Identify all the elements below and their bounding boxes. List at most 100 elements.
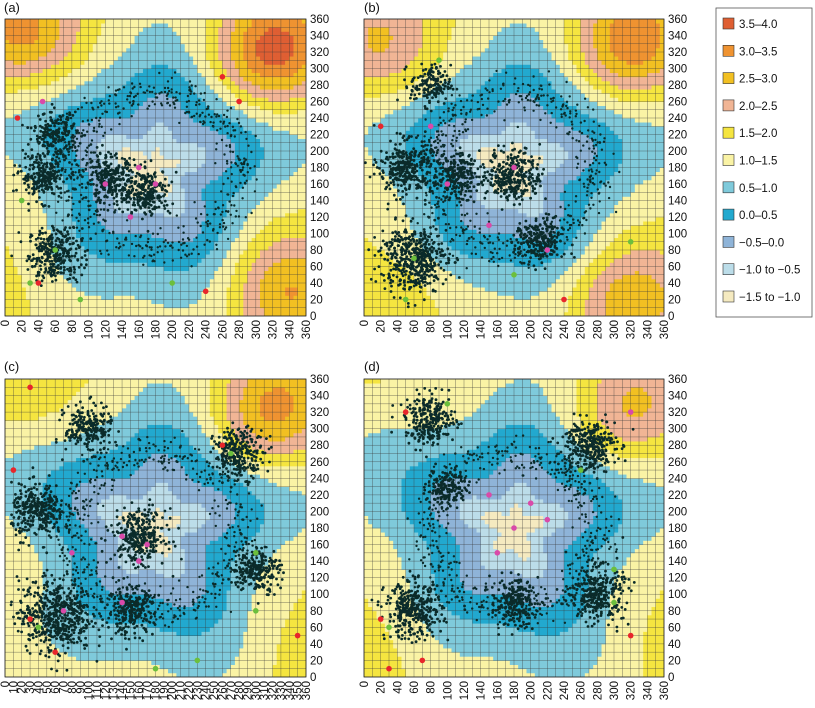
contour-cell (88, 68, 94, 74)
contour-cell (264, 233, 269, 239)
contour-cell (280, 196, 286, 201)
contour-cell (176, 212, 181, 218)
contour-cell (96, 204, 102, 210)
contour-cell (264, 274, 269, 280)
contour-cell (168, 47, 173, 53)
contour-cell (280, 19, 286, 24)
contour-cell (155, 31, 161, 36)
contour-cell (76, 56, 81, 61)
contour-cell (234, 204, 240, 210)
contour-cell (251, 171, 257, 177)
contour-cell (285, 208, 290, 214)
contour-cell (230, 23, 236, 28)
contour-cell (42, 221, 48, 226)
contour-cell (155, 188, 161, 193)
contour-cell (218, 291, 223, 296)
contour-cell (92, 221, 98, 226)
contour-cell (105, 101, 110, 107)
contour-cell (239, 196, 244, 201)
contour-cell (268, 52, 273, 57)
contour-cell (9, 118, 14, 123)
contour-cell (159, 72, 165, 78)
contour-cell (25, 295, 31, 300)
contour-cell (151, 134, 156, 140)
contour-cell (50, 307, 56, 313)
contour-cell (84, 303, 90, 309)
contour-cell (285, 196, 290, 201)
contour-cell (134, 60, 140, 65)
contour-cell (176, 311, 181, 316)
contour-cell (109, 307, 115, 313)
contour-cell (176, 122, 181, 127)
contour-cell (168, 208, 173, 214)
contour-cell (214, 159, 219, 164)
contour-cell (272, 208, 278, 214)
contour-cell (276, 262, 282, 267)
contour-cell (142, 225, 148, 230)
contour-cell (117, 204, 123, 210)
contour-cell (50, 35, 56, 41)
contour-cell (88, 122, 94, 127)
contour-cell (96, 184, 102, 189)
contour-cell (214, 101, 219, 107)
contour-cell (163, 155, 169, 160)
contour-cell (101, 237, 106, 243)
contour-cell (243, 64, 248, 69)
contour-cell (264, 89, 269, 94)
contour-cell (155, 113, 161, 119)
contour-cell (92, 60, 98, 65)
contour-cell (226, 184, 232, 189)
contour-cell (188, 155, 194, 160)
contour-cell (122, 225, 127, 230)
contour-cell (105, 52, 110, 57)
contour-cell (50, 221, 56, 226)
contour-cell (25, 303, 31, 309)
contour-cell (105, 245, 110, 251)
contour-cell (76, 118, 81, 123)
contour-cell (159, 303, 165, 309)
contour-cell (247, 101, 253, 107)
contour-cell (201, 299, 207, 305)
contour-cell (251, 109, 257, 115)
contour-cell (142, 291, 148, 296)
contour-cell (13, 89, 18, 94)
contour-cell (201, 23, 207, 28)
contour-cell (109, 208, 115, 214)
contour-cell (17, 241, 23, 247)
contour-cell (30, 122, 35, 127)
contour-cell (168, 167, 173, 173)
contour-cell (55, 225, 60, 230)
contour-cell (276, 303, 282, 309)
contour-cell (84, 200, 90, 206)
contour-cell (67, 167, 73, 173)
contour-cell (13, 101, 18, 107)
contour-cell (159, 299, 165, 305)
contour-cell (147, 212, 152, 218)
contour-cell (101, 64, 106, 69)
contour-cell (268, 93, 273, 98)
contour-cell (168, 283, 173, 288)
contour-cell (276, 60, 282, 65)
contour-cell (280, 200, 286, 206)
contour-cell (122, 241, 127, 247)
contour-cell (5, 126, 10, 131)
contour-cell (105, 184, 110, 189)
contour-cell (88, 245, 94, 251)
contour-cell (230, 241, 236, 247)
contour-cell (205, 278, 211, 284)
contour-cell (88, 23, 94, 28)
contour-cell (42, 43, 48, 49)
contour-cell (251, 19, 257, 24)
contour-cell (25, 122, 31, 127)
contour-cell (289, 311, 294, 316)
contour-cell (188, 307, 194, 313)
contour-cell (285, 179, 290, 185)
contour-cell (96, 295, 102, 300)
contour-cell (230, 19, 236, 24)
contour-cell (80, 204, 85, 210)
contour-cell (272, 163, 278, 168)
contour-cell (34, 311, 39, 316)
contour-cell (243, 241, 248, 247)
contour-cell (130, 68, 135, 74)
contour-cell (71, 212, 77, 218)
